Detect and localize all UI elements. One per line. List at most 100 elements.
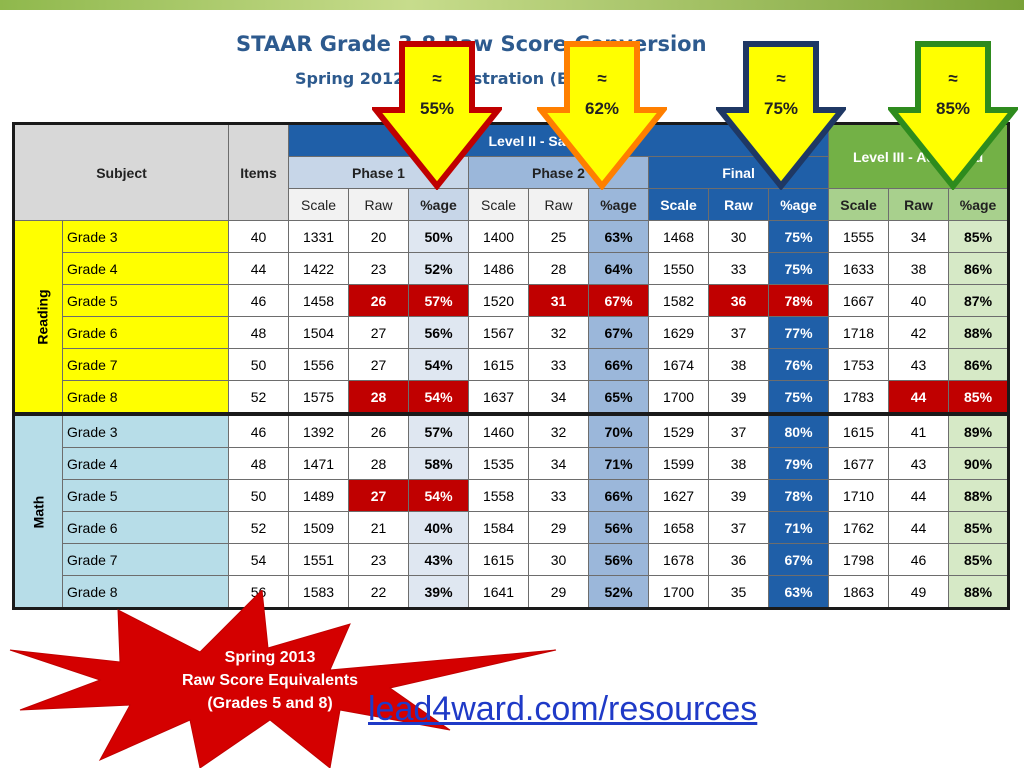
cell-l3-raw: 34	[888, 220, 950, 253]
cell-l3-raw: 44	[888, 511, 950, 544]
arrow-shape	[716, 41, 846, 190]
cell-p2-pct: 52%	[588, 575, 650, 609]
cell-p1-pct: 54%	[408, 380, 470, 415]
cell-l3-raw: 44	[888, 479, 950, 512]
starburst-text: Spring 2013 Raw Score Equivalents (Grade…	[150, 646, 390, 715]
subject-name: Reading	[34, 288, 51, 345]
cell-p2-raw: 28	[528, 252, 590, 285]
subject-label-math: Math	[13, 412, 63, 609]
cell-p2-pct: 56%	[588, 511, 650, 544]
resources-link[interactable]: lead4ward.com/resources	[368, 690, 758, 728]
col-pct: %age	[768, 188, 830, 221]
cell-p1-raw: 28	[348, 447, 410, 480]
col-scale: Scale	[648, 188, 710, 221]
grade-cell: Grade 4	[61, 447, 230, 480]
table-row: Grade 4 48 1471 28 58% 1535 34 71% 1599 38 79% 1677…	[14, 447, 1010, 480]
cell-p1-scale: 1556	[288, 348, 350, 381]
cell-items: 48	[228, 316, 290, 349]
cell-items: 40	[228, 220, 290, 253]
cell-l3-scale: 1667	[828, 284, 890, 317]
cell-f-pct: 75%	[768, 380, 830, 415]
cell-l3-pct: 85%	[948, 220, 1010, 253]
cell-p2-raw: 29	[528, 575, 590, 609]
cell-p1-pct: 40%	[408, 511, 470, 544]
grade-cell: Grade 6	[61, 511, 230, 544]
col-scale: Scale	[288, 188, 350, 221]
cell-p1-pct: 54%	[408, 479, 470, 512]
cell-p2-scale: 1558	[468, 479, 530, 512]
subject-label-reading: Reading	[13, 220, 63, 415]
cell-p1-scale: 1504	[288, 316, 350, 349]
cell-f-pct: 79%	[768, 447, 830, 480]
cell-f-raw: 36	[708, 284, 770, 317]
cell-f-scale: 1529	[648, 412, 710, 448]
cell-f-scale: 1674	[648, 348, 710, 381]
cell-items: 52	[228, 380, 290, 415]
cell-p1-pct: 54%	[408, 348, 470, 381]
down-arrow-icon: ≈75%	[716, 40, 846, 190]
cell-l3-scale: 1863	[828, 575, 890, 609]
cell-p2-scale: 1637	[468, 380, 530, 415]
cell-p2-pct: 67%	[588, 284, 650, 317]
cell-l3-pct: 85%	[948, 380, 1010, 415]
table-row: Grade 5 50 1489 27 54% 1558 33 66% 1627 39 78% 1710…	[14, 479, 1010, 512]
table-row: Grade 7 54 1551 23 43% 1615 30 56% 1678 36 67% 1798…	[14, 543, 1010, 576]
cell-l3-pct: 90%	[948, 447, 1010, 480]
cell-p2-pct: 66%	[588, 348, 650, 381]
table-body: Reading Grade 3 40 1331 20 50% 1400 25 63% 1468 30…	[13, 220, 1010, 609]
col-raw: Raw	[528, 188, 590, 221]
cell-p1-raw: 23	[348, 543, 410, 576]
cell-p1-scale: 1392	[288, 412, 350, 448]
grade-cell: Grade 3	[61, 412, 230, 448]
table-row: Math Grade 3 46 1392 26 57% 1460 32 70% 1529 37 80%…	[13, 412, 1010, 609]
cell-l3-raw: 38	[888, 252, 950, 285]
cell-items: 50	[228, 479, 290, 512]
cell-l3-raw: 46	[888, 543, 950, 576]
cell-items: 50	[228, 348, 290, 381]
cell-f-raw: 38	[708, 348, 770, 381]
cell-p1-raw: 28	[348, 380, 410, 415]
cell-f-pct: 78%	[768, 284, 830, 317]
cell-p2-pct: 71%	[588, 447, 650, 480]
cell-p2-scale: 1520	[468, 284, 530, 317]
arrow-approx-symbol: ≈	[597, 69, 607, 88]
starburst-callout	[9, 590, 557, 768]
col-pct: %age	[408, 188, 470, 221]
cell-p2-pct: 70%	[588, 412, 650, 448]
cell-p1-raw: 21	[348, 511, 410, 544]
col-raw: Raw	[348, 188, 410, 221]
cell-f-pct: 67%	[768, 543, 830, 576]
table-row: Grade 8 56 1583 22 39% 1641 29 52% 1700 35 63% 1863…	[14, 575, 1010, 609]
cell-p1-scale: 1458	[288, 284, 350, 317]
arrow-shape	[888, 41, 1018, 190]
col-raw: Raw	[888, 188, 950, 221]
cell-l3-scale: 1555	[828, 220, 890, 253]
cell-p1-raw: 27	[348, 479, 410, 512]
grade-cell: Grade 4	[61, 252, 230, 285]
cell-items: 46	[228, 412, 290, 448]
cell-f-scale: 1550	[648, 252, 710, 285]
cell-f-pct: 63%	[768, 575, 830, 609]
cell-p1-pct: 57%	[408, 284, 470, 317]
cell-p1-raw: 26	[348, 284, 410, 317]
cell-l3-scale: 1762	[828, 511, 890, 544]
cell-l3-pct: 86%	[948, 252, 1010, 285]
grade-cell: Grade 5	[61, 284, 230, 317]
cell-f-pct: 71%	[768, 511, 830, 544]
subject-header: Subject	[12, 123, 230, 221]
cell-p1-pct: 57%	[408, 412, 470, 448]
cell-f-raw: 33	[708, 252, 770, 285]
cell-f-raw: 35	[708, 575, 770, 609]
cell-f-scale: 1678	[648, 543, 710, 576]
cell-l3-scale: 1633	[828, 252, 890, 285]
cell-f-pct: 80%	[768, 412, 830, 448]
cell-p1-raw: 26	[348, 412, 410, 448]
cell-p1-pct: 52%	[408, 252, 470, 285]
cell-p2-pct: 56%	[588, 543, 650, 576]
down-arrow-icon: ≈85%	[888, 40, 1018, 190]
cell-p2-pct: 64%	[588, 252, 650, 285]
cell-p1-scale: 1331	[288, 220, 350, 253]
grade-cell: Grade 3	[61, 220, 230, 253]
cell-p1-scale: 1422	[288, 252, 350, 285]
slide-top-band	[0, 0, 1024, 10]
